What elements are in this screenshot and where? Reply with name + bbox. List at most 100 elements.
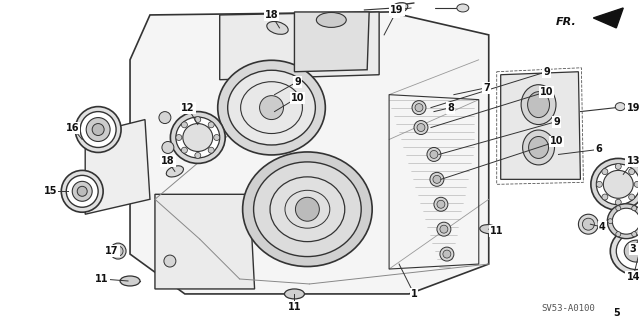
Text: 11: 11 (288, 302, 301, 312)
Text: 5: 5 (613, 308, 620, 318)
Ellipse shape (457, 4, 469, 12)
Text: 10: 10 (291, 93, 304, 103)
Ellipse shape (243, 152, 372, 267)
Circle shape (195, 152, 201, 159)
Ellipse shape (521, 85, 556, 124)
Ellipse shape (120, 276, 140, 286)
Circle shape (628, 169, 635, 174)
Ellipse shape (61, 170, 103, 212)
Ellipse shape (270, 177, 345, 241)
Circle shape (616, 206, 621, 211)
Text: 17: 17 (106, 246, 119, 256)
Ellipse shape (624, 240, 640, 262)
Ellipse shape (228, 70, 316, 145)
Ellipse shape (529, 137, 548, 159)
Text: 9: 9 (294, 77, 301, 87)
Ellipse shape (596, 164, 640, 205)
Ellipse shape (67, 175, 98, 207)
Text: 14: 14 (627, 272, 640, 282)
Ellipse shape (611, 227, 640, 275)
Circle shape (602, 169, 608, 174)
Circle shape (596, 181, 602, 187)
Text: 8: 8 (447, 103, 454, 113)
Circle shape (208, 122, 214, 128)
Circle shape (412, 100, 426, 115)
Circle shape (634, 181, 640, 187)
Ellipse shape (72, 181, 92, 201)
Ellipse shape (591, 159, 640, 210)
Ellipse shape (604, 170, 633, 198)
Circle shape (113, 246, 123, 256)
Text: 18: 18 (161, 156, 175, 167)
Circle shape (632, 232, 637, 237)
Text: 19: 19 (390, 5, 404, 15)
Circle shape (430, 151, 438, 159)
Ellipse shape (80, 112, 116, 147)
Ellipse shape (612, 208, 640, 234)
Circle shape (608, 219, 612, 224)
Text: 2: 2 (393, 7, 399, 17)
Ellipse shape (218, 60, 325, 155)
Text: 9: 9 (543, 67, 550, 77)
Circle shape (162, 142, 174, 153)
Polygon shape (155, 194, 255, 289)
Circle shape (437, 222, 451, 236)
Circle shape (440, 247, 454, 261)
Circle shape (181, 122, 188, 128)
Circle shape (414, 121, 428, 135)
Ellipse shape (77, 186, 87, 196)
Circle shape (602, 194, 608, 200)
Circle shape (181, 147, 188, 153)
Circle shape (208, 147, 214, 153)
Text: 9: 9 (553, 116, 560, 127)
Text: 12: 12 (181, 103, 195, 113)
Text: 19: 19 (627, 103, 640, 113)
Circle shape (176, 135, 182, 140)
Circle shape (159, 112, 171, 123)
Text: 1: 1 (411, 289, 417, 299)
Circle shape (582, 218, 595, 230)
Ellipse shape (92, 123, 104, 136)
Circle shape (195, 116, 201, 122)
Polygon shape (593, 8, 623, 28)
Polygon shape (130, 12, 489, 294)
Circle shape (417, 123, 425, 131)
Text: 3: 3 (630, 244, 637, 254)
Text: 11: 11 (95, 274, 109, 284)
Text: 10: 10 (540, 87, 553, 97)
Ellipse shape (615, 103, 625, 111)
Ellipse shape (267, 21, 288, 34)
Circle shape (632, 206, 637, 211)
Ellipse shape (166, 166, 184, 177)
Text: 16: 16 (65, 122, 79, 132)
Circle shape (616, 232, 621, 237)
Polygon shape (85, 120, 150, 214)
Circle shape (443, 250, 451, 258)
Text: 18: 18 (265, 10, 278, 20)
Ellipse shape (316, 12, 346, 27)
Text: 13: 13 (627, 156, 640, 167)
Text: 7: 7 (483, 83, 490, 93)
Text: 4: 4 (599, 222, 605, 232)
Ellipse shape (390, 3, 408, 13)
Circle shape (164, 255, 176, 267)
Polygon shape (294, 12, 369, 72)
Polygon shape (500, 72, 580, 179)
Ellipse shape (253, 162, 361, 256)
Text: 15: 15 (44, 186, 57, 196)
Text: 11: 11 (490, 226, 504, 236)
Ellipse shape (86, 118, 110, 142)
Circle shape (296, 197, 319, 221)
Circle shape (110, 243, 126, 259)
Circle shape (579, 214, 598, 234)
Circle shape (260, 96, 284, 120)
Text: 6: 6 (595, 145, 602, 154)
Circle shape (430, 172, 444, 186)
Circle shape (440, 225, 448, 233)
Ellipse shape (607, 204, 640, 239)
Circle shape (628, 194, 635, 200)
Ellipse shape (523, 130, 554, 165)
Circle shape (615, 199, 621, 205)
Ellipse shape (176, 117, 220, 158)
Circle shape (433, 175, 441, 183)
